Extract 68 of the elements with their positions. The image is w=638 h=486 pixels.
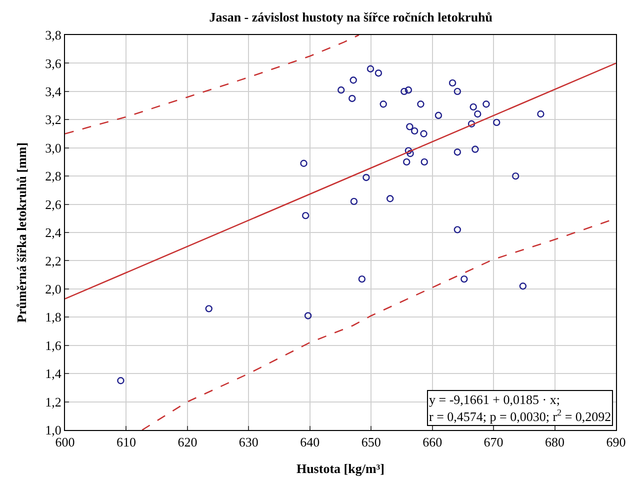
x-axis-title: Hustota [kg/m³] [296,461,385,476]
y-tick-label: 3,6 [45,56,62,71]
point [454,226,462,234]
y-tick-label: 1,2 [45,394,62,410]
point [362,174,370,182]
point [420,158,428,166]
y-tick-label: 1,6 [45,338,62,353]
x-tick-label: 650 [361,434,381,450]
x-tick-label: 660 [422,434,442,450]
point [374,69,382,77]
point [537,110,544,118]
point [470,103,477,111]
y-tick-label: 1,4 [45,366,62,382]
x-tick-label: 680 [545,434,565,450]
y-tick-label: 3,0 [45,140,62,156]
chart-title: Jasan - závislost hustoty na šířce ročních letokruhů [209,9,493,24]
y-tick-label: 2,4 [45,225,62,240]
point [512,172,520,180]
point [358,275,366,283]
point [350,198,358,206]
point [117,377,124,384]
point [468,120,476,128]
point [420,130,428,138]
point [300,160,308,167]
point [417,100,424,108]
point [338,86,345,94]
point [304,312,312,320]
point [302,212,310,220]
point [366,65,374,72]
x-tick-label: 610 [116,434,136,450]
point [205,305,212,312]
point [380,100,387,108]
x-tick-label: 690 [606,434,626,450]
y-tick-label: 2,8 [45,168,62,184]
x-tick-label: 620 [178,434,198,450]
y-tick-label: 2,0 [45,281,62,296]
y-tick-label: 2,2 [45,253,62,268]
point [404,86,412,94]
point [410,127,418,135]
y-tick-label: 1,8 [45,310,62,325]
annotation: y = -9,1661 + 0,0185 · x; r = 0,4574; p = 0,0030; r$^{2}$ = 0,2092 [429,392,612,424]
x-tick-label: 640 [300,434,320,450]
point [434,112,442,120]
point [454,88,462,96]
point [482,100,490,108]
point [403,158,410,166]
point [386,195,394,202]
point [400,88,408,96]
x-tick-label: 670 [484,434,504,450]
point [350,76,357,84]
line-series [65,35,360,134]
point [406,123,414,130]
point [519,282,527,290]
x-tick-label: 630 [238,434,258,450]
y-tick-label: 2,6 [45,196,62,212]
point [348,94,356,102]
point [493,118,500,126]
point [404,147,412,154]
y-tick-label: 3,8 [45,28,62,43]
point [474,110,482,118]
y-tick-label: 3,4 [45,84,62,99]
point [448,79,456,87]
y-tick-label: 3,2 [45,112,62,128]
point [406,150,414,158]
point [472,146,479,153]
y-axis-title: Průměrná šířka letokruhů [mm] [14,142,30,323]
point [460,275,468,283]
point [454,148,462,156]
